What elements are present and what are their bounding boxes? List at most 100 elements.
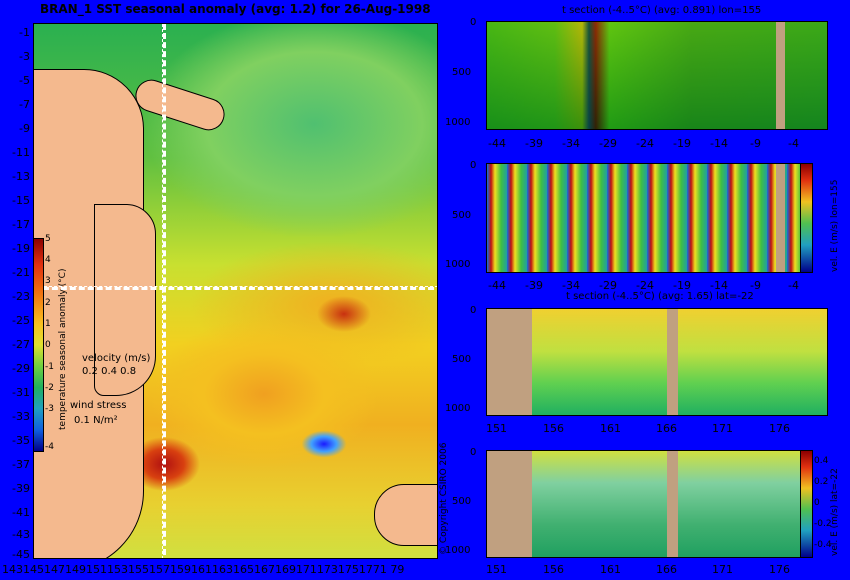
depth-tick: 1000 (445, 117, 471, 128)
section-panel-4 (486, 450, 801, 558)
colorbar-tick: 5 (45, 234, 51, 244)
lon-tick: 176 (769, 422, 790, 435)
missing-data-band (776, 22, 785, 129)
lat-tick: -44 (488, 137, 506, 150)
depth-tick: 500 (452, 354, 472, 365)
missing-data-band (776, 164, 785, 272)
lat-tick: -34 (562, 279, 580, 292)
lon-155-line (162, 24, 166, 558)
lat-tick: -4 (788, 279, 799, 292)
map-y-tick: -11 (12, 146, 30, 159)
lon-tick: 171 (712, 563, 733, 576)
map-y-tick: -41 (12, 506, 30, 519)
depth-tick: 0 (470, 305, 477, 316)
map-y-tick: -27 (12, 338, 30, 351)
land-section (487, 309, 532, 415)
lat-tick: -14 (710, 279, 728, 292)
map-y-tick: -3 (19, 50, 30, 63)
colorbar-tick: 4 (45, 255, 51, 265)
colorbar-tick: -2 (45, 383, 54, 393)
depth-tick: 500 (452, 67, 472, 78)
colorbar-tick: -3 (45, 404, 54, 414)
depth-tick: 0 (470, 17, 477, 28)
missing-data-band (667, 451, 678, 557)
vel-tick: 0.4 (814, 456, 829, 466)
land-section (487, 451, 532, 557)
map-y-tick: -13 (12, 170, 30, 183)
colorbar-tick: 1 (45, 319, 51, 329)
vel-tick: 0.2 (814, 477, 829, 487)
lat-tick: -14 (710, 137, 728, 150)
sst-colorbar (33, 238, 44, 452)
vel-colorbar-1 (800, 163, 813, 273)
map-x-ticks: 1431451471491511531551571591611631651671… (2, 563, 405, 576)
colorbar-tick: 0 (45, 340, 51, 350)
wind-stress-label: wind stress (70, 400, 127, 411)
map-y-tick: -29 (12, 362, 30, 375)
lat-tick: -24 (636, 279, 654, 292)
depth-tick: 1000 (445, 259, 471, 270)
colorbar-tick: 2 (45, 298, 51, 308)
map-y-tick: -17 (12, 218, 30, 231)
vel-tick: 0 (814, 498, 820, 508)
lat-tick: -29 (599, 137, 617, 150)
map-y-tick: -19 (12, 242, 30, 255)
lat-tick: -4 (788, 137, 799, 150)
lat-22-line (34, 286, 437, 290)
map-y-tick: -25 (12, 314, 30, 327)
vel-colorbar-label-1: vel. E (m/s) lon=155 (830, 179, 840, 272)
lon-tick: 151 (486, 422, 507, 435)
map-y-tick: -33 (12, 410, 30, 423)
map-y-tick: -23 (12, 290, 30, 303)
wind-stress-scale: 0.1 N/m² (74, 415, 118, 426)
lon-tick: 156 (543, 422, 564, 435)
depth-tick: 500 (452, 496, 472, 507)
panel1-title: t section (-4..5°C) (avg: 0.891) lon=155 (562, 5, 762, 16)
missing-data-band (667, 309, 678, 415)
colorbar-tick: -1 (45, 362, 54, 372)
lat-tick: -29 (599, 279, 617, 292)
new-zealand (374, 484, 437, 546)
lat-tick: -9 (750, 137, 761, 150)
section-panel-3 (486, 308, 828, 416)
velocity-label: velocity (m/s) (82, 353, 151, 364)
panel3-title: t section (-4..5°C) (avg: 1.65) lat=-22 (566, 291, 754, 302)
velocity-scale: 0.2 0.4 0.8 (82, 366, 137, 377)
depth-tick: 0 (470, 160, 477, 171)
depth-tick: 1000 (445, 403, 471, 414)
map-y-tick: -39 (12, 482, 30, 495)
australia-east-coast (94, 204, 156, 396)
colorbar-label: temperature seasonal anomaly (°C) (58, 268, 68, 430)
lon-tick: 166 (656, 422, 677, 435)
lon-tick: 171 (712, 422, 733, 435)
lat-tick: -9 (750, 279, 761, 292)
lat-tick: -24 (636, 137, 654, 150)
map-y-tick: -21 (12, 266, 30, 279)
map-y-tick: -9 (19, 122, 30, 135)
new-guinea (131, 75, 229, 135)
map-y-tick: -45 (12, 548, 30, 561)
lon-tick: 161 (600, 563, 621, 576)
lon-tick: 151 (486, 563, 507, 576)
copyright: © Copyright CSIRO 2006 (439, 442, 449, 555)
map-y-tick: -43 (12, 528, 30, 541)
lat-tick: -34 (562, 137, 580, 150)
figure-title: BRAN_1 SST seasonal anomaly (avg: 1.2) f… (40, 2, 431, 16)
depth-tick: 1000 (445, 545, 471, 556)
colorbar-tick: -4 (45, 442, 54, 452)
map-y-tick: -37 (12, 458, 30, 471)
vel-tick: -0.2 (814, 519, 832, 529)
vel-colorbar-2 (800, 450, 813, 558)
lon-tick: 166 (656, 563, 677, 576)
depth-tick: 0 (470, 447, 477, 458)
vel-tick: -0.4 (814, 540, 832, 550)
section-panel-2 (486, 163, 801, 273)
lat-tick: -39 (525, 279, 543, 292)
map-y-tick: -31 (12, 386, 30, 399)
lat-tick: -19 (673, 279, 691, 292)
colorbar-tick: 3 (45, 276, 51, 286)
lat-tick: -19 (673, 137, 691, 150)
map-y-tick: -1 (19, 26, 30, 39)
map-y-tick: -5 (19, 74, 30, 87)
